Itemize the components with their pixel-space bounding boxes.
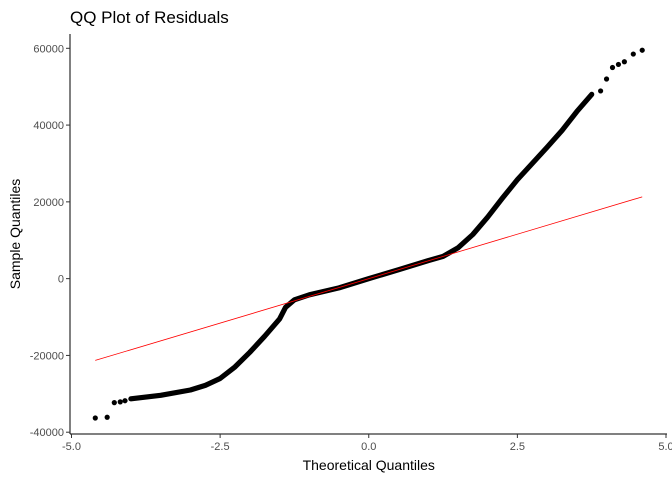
x-tick-label: 0.0 [361, 441, 376, 453]
reference-line [95, 196, 643, 361]
y-tick-label: -40000 [30, 427, 64, 439]
x-tick-label: 2.5 [510, 441, 525, 453]
x-tick-label: 5.0 [658, 441, 672, 453]
y-axis-title: Sample Quantiles [7, 179, 23, 290]
chart-title: QQ Plot of Residuals [70, 8, 229, 27]
qq-point [104, 414, 110, 420]
x-axis: -5.0 -2.5 0.0 2.5 5.0 [62, 433, 672, 453]
points-layer [92, 47, 645, 421]
reference-line-layer [95, 196, 643, 361]
qq-point [111, 400, 117, 406]
y-axis: -40000 -20000 0 20000 40000 60000 [30, 34, 71, 439]
qq-point [639, 47, 645, 53]
qq-point [92, 415, 98, 421]
qq-point [630, 51, 636, 57]
qq-point [603, 76, 610, 82]
x-tick-label: -2.5 [211, 441, 230, 453]
qq-point [122, 398, 128, 404]
y-tick-label: -20000 [30, 350, 64, 362]
y-tick-label: 0 [58, 274, 64, 286]
qq-point [598, 88, 604, 94]
qq-points-dense [128, 91, 595, 402]
y-tick-label: 40000 [33, 120, 64, 132]
x-tick-label: -5.0 [62, 441, 81, 453]
y-tick-label: 60000 [33, 43, 64, 55]
qq-point [615, 61, 622, 68]
y-tick-label: 20000 [33, 197, 64, 209]
qq-point [621, 59, 627, 65]
x-axis-title: Theoretical Quantiles [303, 457, 435, 473]
qq-point [117, 399, 123, 405]
qq-point [609, 64, 616, 71]
